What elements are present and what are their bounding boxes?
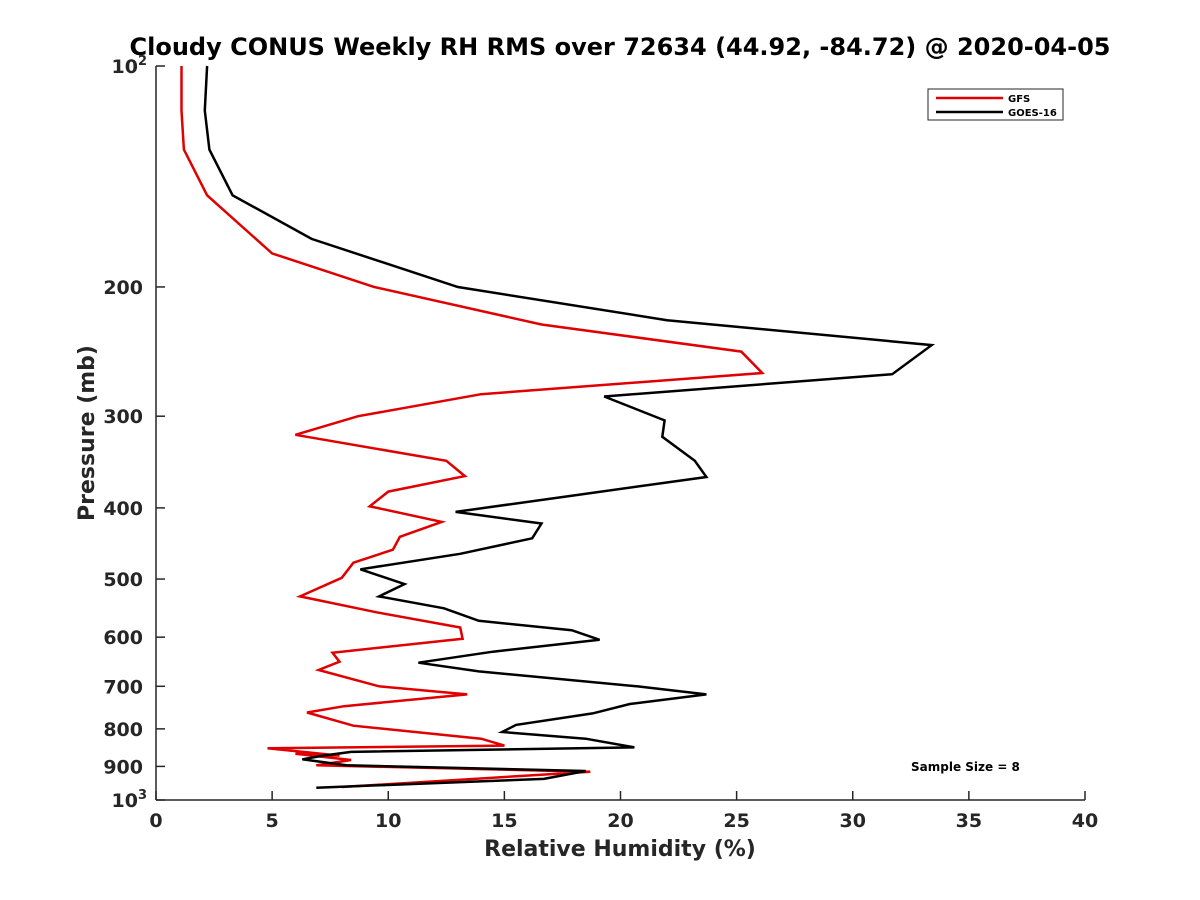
x-tick-label: 30 <box>840 810 866 832</box>
x-tick-label: 35 <box>956 810 982 832</box>
y-tick-label: 300 <box>103 406 143 428</box>
y-tick-label: 700 <box>103 676 143 698</box>
y-tick-label: 200 <box>103 277 143 299</box>
plot-area <box>156 66 1085 800</box>
y-tick-label: 102 <box>112 54 148 78</box>
y-tick-label: 103 <box>112 788 148 812</box>
series-line-gfs <box>180 66 765 789</box>
y-tick-label: 500 <box>103 569 143 591</box>
y-tick-label: 800 <box>103 719 143 741</box>
x-tick-label: 20 <box>607 810 633 832</box>
x-tick-label: 40 <box>1072 810 1098 832</box>
x-tick-label: 25 <box>723 810 749 832</box>
x-tick-label: 10 <box>375 810 401 832</box>
x-axis-ticks: 0 5 10 15 20 25 30 35 40 <box>149 791 1098 832</box>
x-tick-label: 5 <box>266 810 279 832</box>
y-axis-label: Pressure (mb) <box>75 345 100 521</box>
y-tick-label: 600 <box>103 627 143 649</box>
y-tick-label: 400 <box>103 498 143 520</box>
x-tick-label: 0 <box>149 810 162 832</box>
y-tick-label: 900 <box>103 756 143 778</box>
series-layer <box>180 65 936 789</box>
sample-size-annotation: Sample Size = 8 <box>911 760 1020 774</box>
y-axis-ticks: 102 200 300 400 500 600 700 800 900 103 <box>103 54 165 812</box>
legend: GFS GOES-16 <box>927 88 1064 121</box>
series-line-goes-16 <box>203 65 936 789</box>
x-axis-label: Relative Humidity (%) <box>484 837 756 862</box>
chart-title: Cloudy CONUS Weekly RH RMS over 72634 (4… <box>130 33 1111 61</box>
x-tick-label: 15 <box>491 810 517 832</box>
legend-box <box>927 88 1064 121</box>
legend-label: GOES-16 <box>1008 108 1057 119</box>
legend-label: GFS <box>1008 94 1030 105</box>
